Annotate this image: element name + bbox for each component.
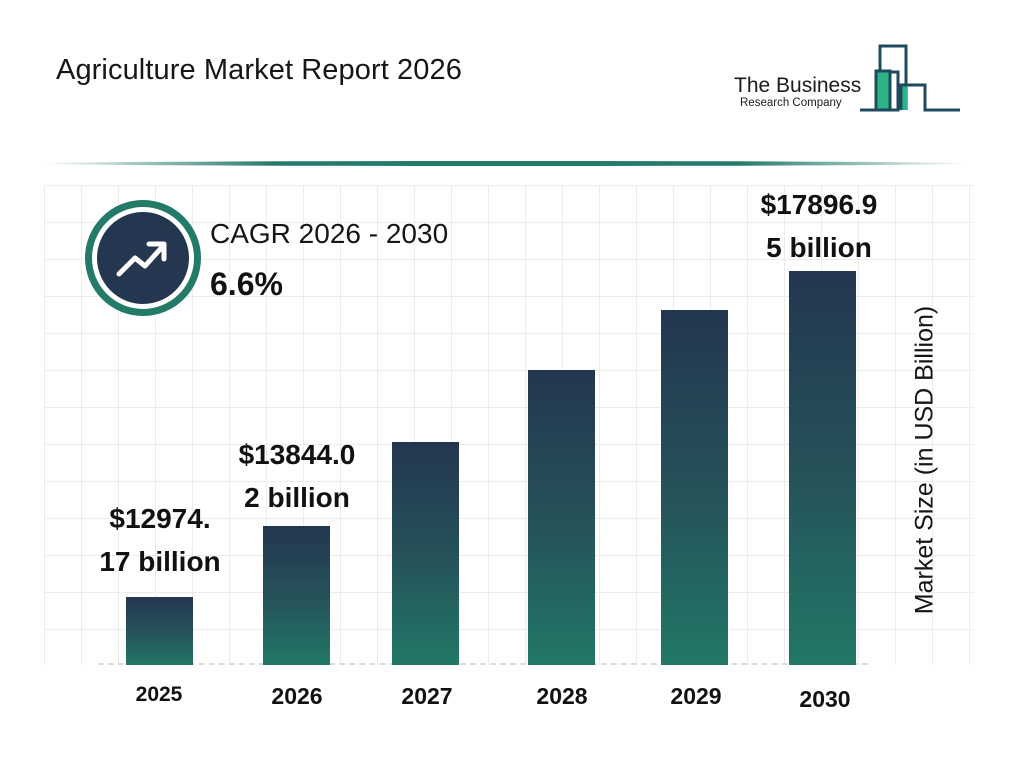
x-tick-2027: 2027 — [401, 683, 453, 709]
chart-baseline — [98, 663, 868, 665]
bar-2028 — [528, 370, 595, 665]
bar-label-2026-line1: $13844.0 — [238, 439, 356, 470]
bar-2027 — [392, 442, 459, 665]
bar-label-2025-line1: $12974. — [109, 503, 211, 534]
bar-label-2025-line2: 17 billion — [99, 546, 221, 577]
x-tick-2025: 2025 — [135, 683, 183, 706]
header-divider — [40, 161, 970, 166]
x-tick-2030: 2030 — [799, 686, 851, 712]
cagr-value: 6.6% — [210, 266, 283, 302]
logo-text-secondary: Research Company — [740, 97, 842, 109]
bar-label-2026: $13844.0 2 billion — [212, 433, 382, 519]
x-tick-2029: 2029 — [670, 683, 722, 709]
bar-2025 — [126, 597, 193, 665]
bar-label-2030: $17896.9 5 billion — [734, 183, 904, 269]
page-title: Agriculture Market Report 2026 — [56, 54, 462, 86]
trending-up-icon — [92, 207, 194, 309]
x-tick-2028: 2028 — [536, 683, 588, 709]
bar-2030 — [789, 271, 856, 665]
logo-text-primary: The Business — [734, 74, 862, 97]
company-logo-icon — [860, 44, 960, 112]
cagr-title: CAGR 2026 - 2030 — [210, 218, 449, 249]
bar-label-2025: $12974. 17 billion — [80, 497, 240, 583]
bar-label-2030-line1: $17896.9 — [760, 189, 878, 220]
bar-label-2030-line2: 5 billion — [766, 232, 872, 263]
bar-2026 — [263, 526, 330, 665]
bar-label-2026-line2: 2 billion — [244, 482, 350, 513]
bar-2029 — [661, 310, 728, 665]
y-axis-label: Market Size (in USD Billion) — [910, 305, 939, 615]
x-tick-2026: 2026 — [271, 683, 323, 709]
